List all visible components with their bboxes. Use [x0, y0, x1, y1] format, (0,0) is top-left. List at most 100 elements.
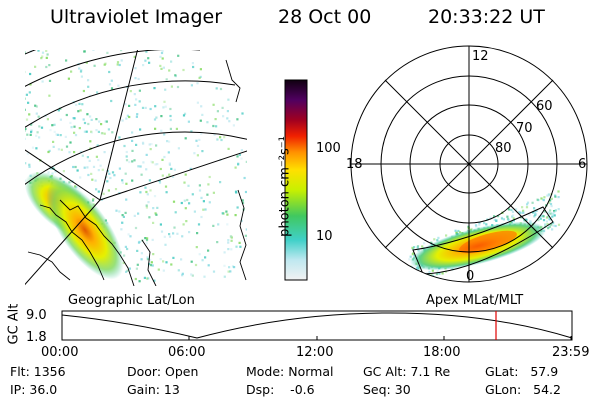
emission-pixel [521, 206, 524, 209]
emission-pixel [213, 133, 216, 136]
emission-pixel [48, 149, 51, 152]
emission-pixel [34, 104, 37, 107]
emission-pixel [227, 147, 230, 150]
emission-pixel [506, 215, 509, 218]
emission-pixel [53, 130, 56, 133]
emission-pixel [174, 74, 177, 77]
emission-pixel [102, 192, 105, 195]
emission-pixel [86, 113, 89, 116]
emission-pixel [159, 223, 162, 226]
emission-pixel [145, 277, 149, 280]
emission-pixel [121, 221, 124, 224]
emission-pixel [91, 178, 94, 181]
emission-pixel [150, 261, 153, 264]
emission-pixel [60, 148, 63, 151]
geographic-map-panel [25, 50, 250, 286]
emission-pixel [111, 171, 115, 174]
emission-pixel [165, 78, 168, 81]
emission-pixel [534, 213, 537, 216]
emission-pixel [161, 158, 164, 161]
emission-pixel [411, 246, 414, 249]
emission-pixel [165, 191, 168, 194]
emission-pixel [198, 253, 201, 256]
emission-pixel [122, 261, 125, 265]
emission-pixel [88, 159, 91, 162]
emission-pixel [438, 272, 441, 275]
emission-pixel [121, 119, 124, 122]
emission-pixel [131, 179, 134, 182]
emission-pixel [106, 170, 109, 173]
emission-pixel [183, 199, 186, 202]
emission-pixel [90, 131, 93, 134]
emission-pixel [144, 59, 147, 62]
emission-pixel [65, 113, 68, 117]
emission-pixel [233, 266, 236, 269]
emission-pixel [78, 102, 81, 105]
emission-pixel [29, 72, 32, 76]
emission-pixel [190, 84, 193, 87]
emission-pixel [134, 277, 137, 281]
emission-pixel [125, 182, 128, 185]
emission-pixel [542, 198, 545, 201]
geo-emission-speckle [25, 50, 250, 283]
emission-pixel [151, 238, 154, 241]
emission-pixel [160, 115, 163, 118]
emission-pixel [416, 271, 419, 274]
emission-pixel [41, 51, 45, 54]
altitude-strip [61, 310, 573, 341]
emission-pixel [25, 97, 26, 100]
emission-pixel [133, 159, 136, 162]
emission-pixel [245, 160, 247, 163]
emission-pixel [126, 269, 129, 272]
emission-pixel [96, 144, 99, 147]
emission-pixel [248, 199, 250, 201]
emission-pixel [144, 106, 147, 109]
emission-pixel [154, 105, 157, 108]
mlt-label-12: 12 [472, 49, 489, 64]
emission-pixel [101, 132, 104, 135]
emission-pixel [128, 160, 131, 164]
emission-pixel [458, 231, 462, 234]
emission-pixel [540, 214, 543, 217]
emission-pixel [46, 53, 49, 56]
emission-pixel [228, 266, 231, 269]
emission-pixel [73, 131, 76, 134]
emission-pixel [187, 184, 190, 187]
emission-pixel [457, 229, 460, 233]
emission-pixel [83, 166, 86, 169]
emission-pixel [478, 221, 481, 224]
emission-pixel [148, 179, 151, 182]
emission-pixel [125, 155, 128, 158]
emission-pixel [191, 62, 194, 65]
emission-pixel [162, 269, 165, 272]
emission-pixel [131, 131, 134, 134]
emission-pixel [201, 150, 204, 153]
colorbar-tick-100: 100 [316, 141, 341, 156]
emission-pixel [151, 264, 154, 267]
emission-pixel [229, 270, 232, 273]
emission-pixel [436, 239, 439, 242]
emission-pixel [79, 150, 82, 154]
emission-pixel [247, 161, 249, 163]
emission-pixel [212, 191, 215, 194]
emission-pixel [549, 212, 552, 215]
emission-pixel [531, 201, 534, 204]
emission-pixel [95, 155, 98, 158]
emission-pixel [57, 109, 60, 112]
emission-pixel [168, 233, 171, 236]
emission-pixel [140, 173, 143, 176]
latitude-arc [25, 131, 247, 186]
lat-label-80: 80 [495, 141, 512, 156]
emission-pixel [428, 270, 431, 273]
emission-pixel [136, 113, 139, 116]
emission-pixel [529, 220, 532, 223]
emission-pixel [169, 118, 172, 122]
emission-pixel [148, 61, 151, 64]
emission-pixel [160, 230, 164, 233]
emission-pixel [25, 137, 26, 140]
emission-pixel [56, 133, 59, 136]
emission-pixel [114, 188, 118, 191]
emission-pixel [542, 219, 546, 222]
emission-pixel [111, 131, 114, 134]
emission-pixel [148, 216, 151, 219]
